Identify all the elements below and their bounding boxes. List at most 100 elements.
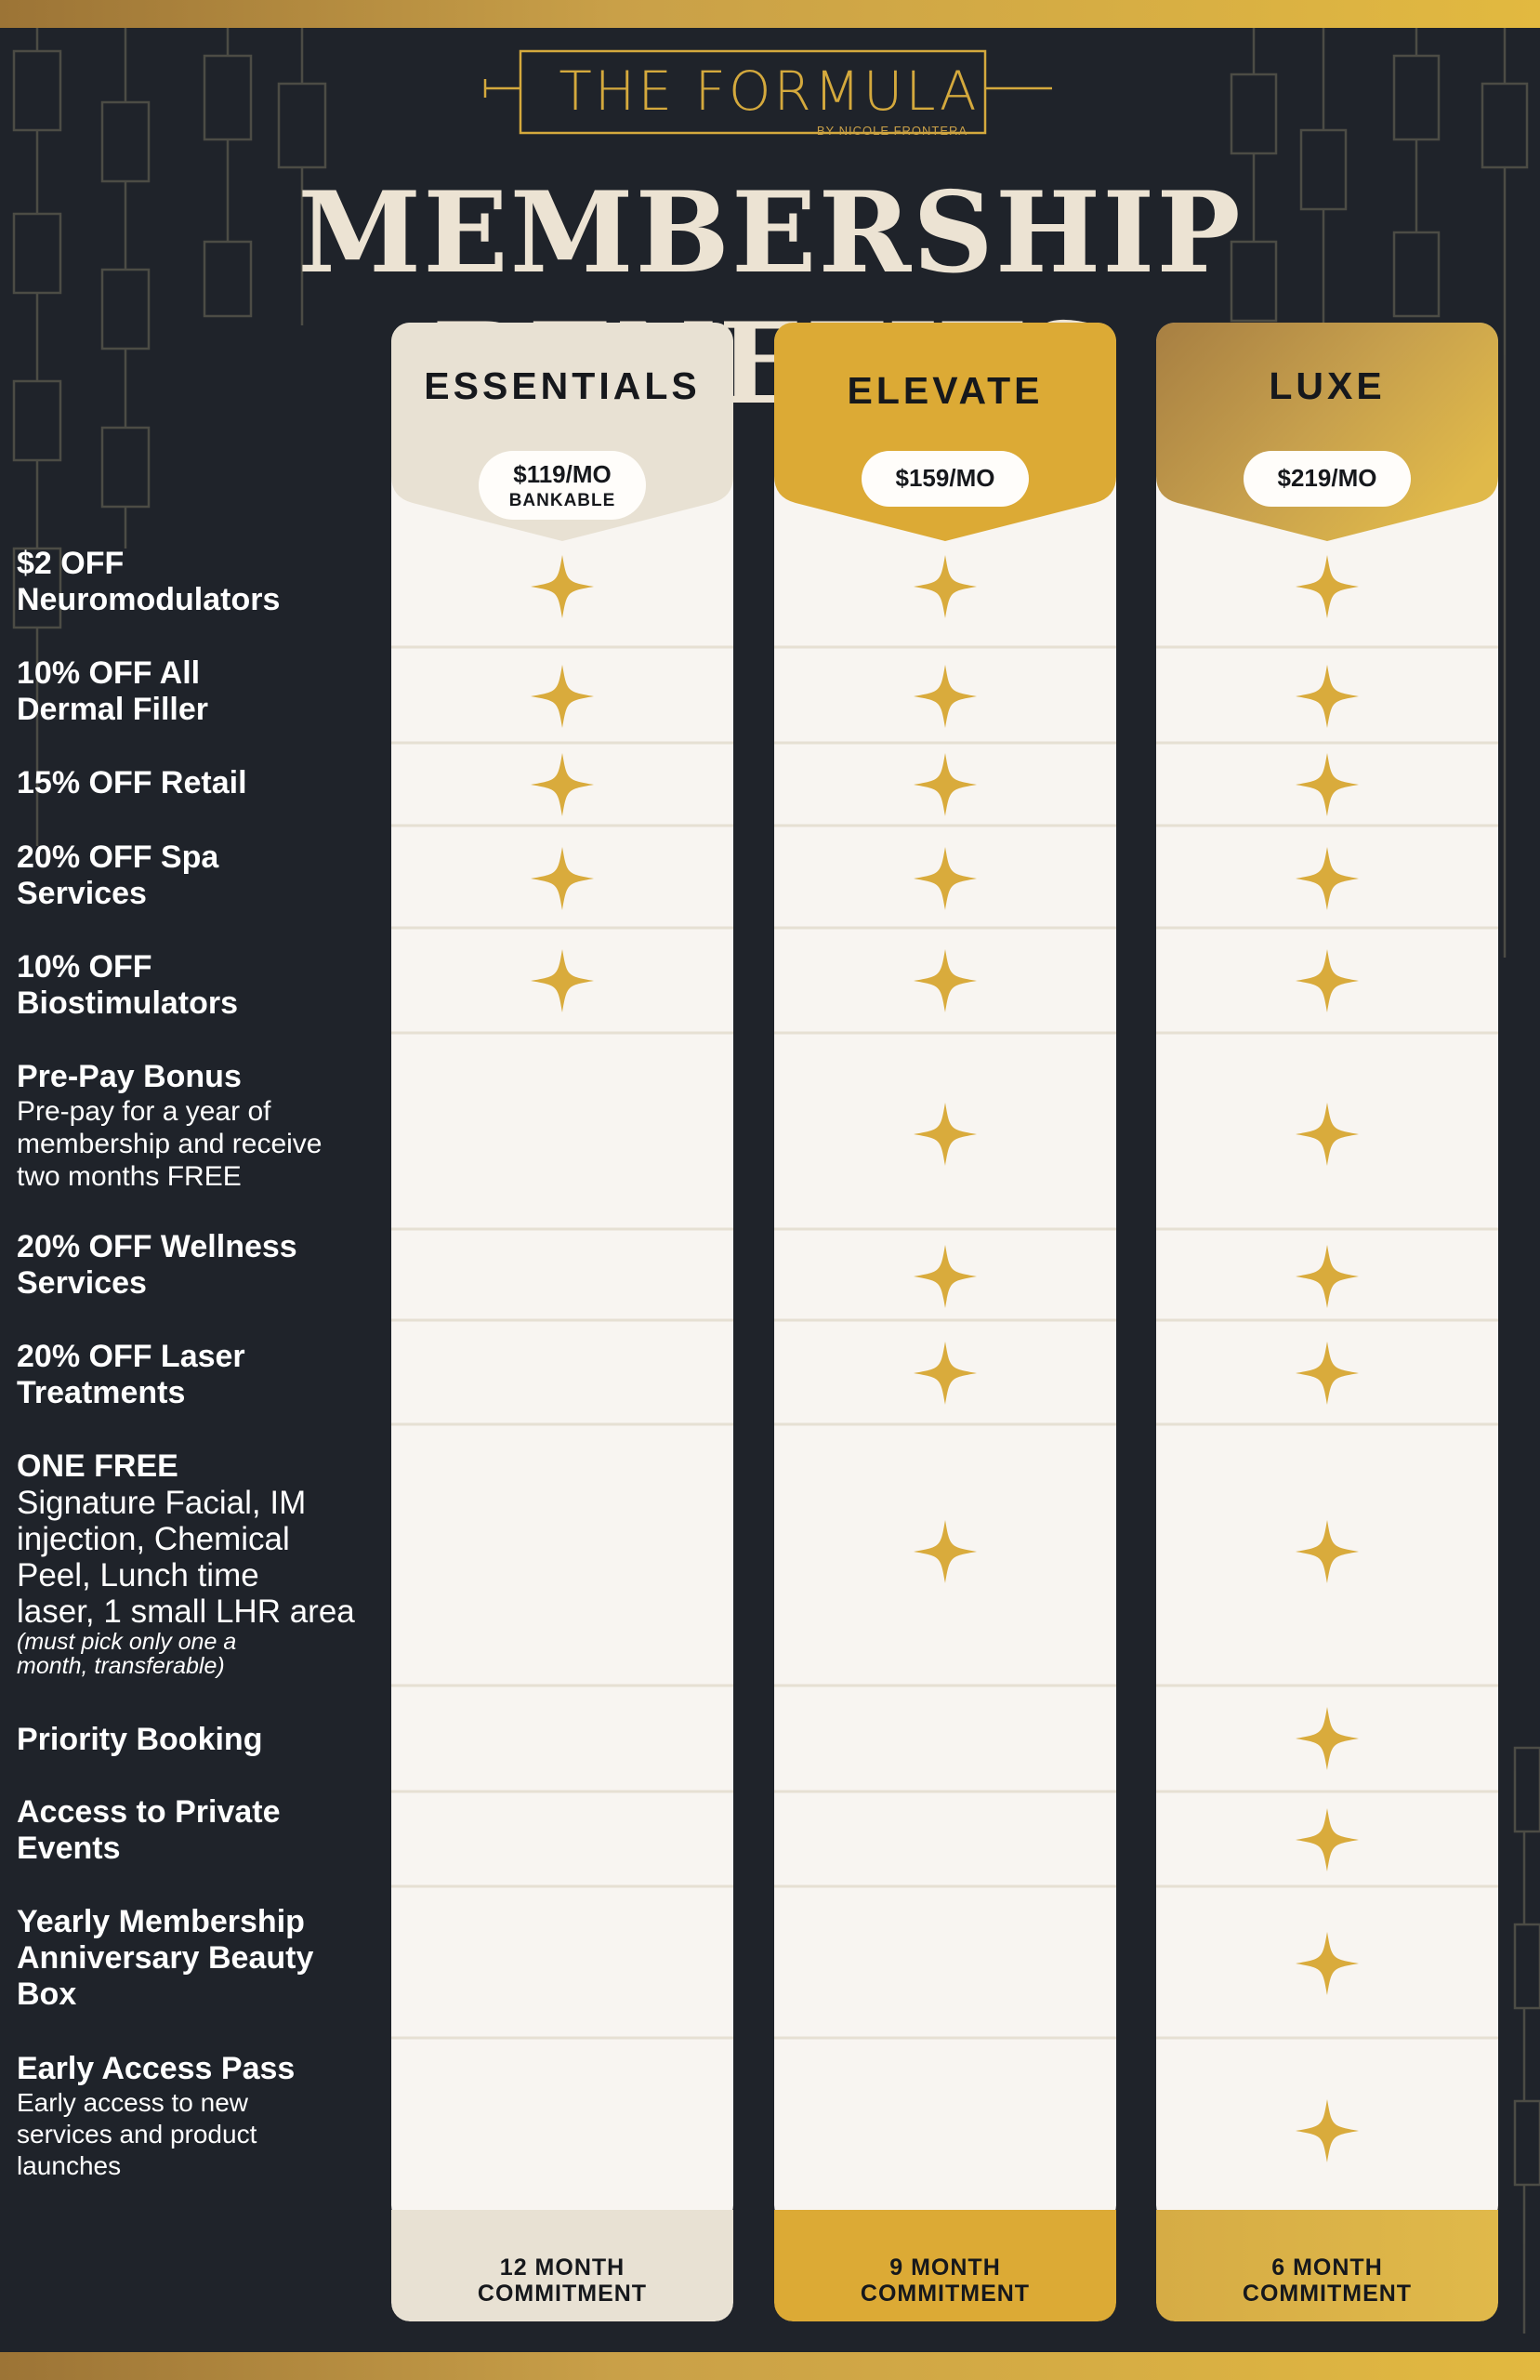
four-point-star-icon (914, 1245, 977, 1308)
benefit-title: Yearly Membership (17, 1904, 305, 1939)
four-point-star-icon (531, 949, 594, 1012)
commitment-word: COMMITMENT (477, 2281, 648, 2307)
four-point-star-icon (531, 847, 594, 910)
top-gold-border (0, 0, 1540, 28)
benefit-description: launches (17, 2151, 122, 2180)
commitment-term: 9 MONTH (889, 2254, 1001, 2281)
tier-header-bg (774, 323, 1116, 541)
four-point-star-icon (1296, 1707, 1359, 1770)
benefit-description: Early access to new (17, 2088, 248, 2117)
commitment-term: 12 MONTH (499, 2254, 625, 2281)
benefit-title: Services (17, 876, 147, 911)
benefit-description: membership and receive (17, 1129, 322, 1159)
tier-header-bg (391, 323, 733, 541)
tier-column-luxe: LUXE $219/MO 6 MONTH COMMITMENT (1156, 323, 1498, 2321)
benefit-title: ONE FREE (17, 1448, 178, 1484)
four-point-star-icon (1296, 847, 1359, 910)
four-point-star-icon (1296, 665, 1359, 728)
tier-name: ESSENTIALS (424, 364, 701, 407)
benefit-title: Pre-Pay Bonus (17, 1059, 242, 1094)
four-point-star-icon (1296, 1103, 1359, 1166)
four-point-star-icon (1296, 1342, 1359, 1405)
brand-logo: THE FORMULA BY NICOLE FRONTERA (483, 46, 1055, 138)
benefit-one-free: ONE FREE Signature Facial, IM injection,… (17, 1448, 388, 1678)
benefit-title: Priority Booking (17, 1722, 263, 1757)
benefit-marks (531, 555, 594, 1012)
benefit-title: Access to Private (17, 1794, 281, 1830)
benefit-title: Neuromodulators (17, 582, 281, 617)
commitment-word: COMMITMENT (1242, 2281, 1413, 2307)
benefit-title: Events (17, 1831, 121, 1866)
benefit-prepay-bonus: Pre-Pay Bonus Pre-pay for a year of memb… (17, 1059, 388, 1193)
commitment-term: 6 MONTH (1271, 2254, 1383, 2281)
four-point-star-icon (531, 753, 594, 816)
commitment-footer (774, 2210, 1116, 2321)
four-point-star-icon (914, 665, 977, 728)
tier-column-essentials: ESSENTIALS $119/MO BANKABLE 12 MONTH COM… (391, 323, 733, 2321)
benefit-dermal-filler: 10% OFF All Dermal Filler (17, 655, 388, 728)
price-badge: $219/MO (1244, 451, 1411, 507)
benefit-title: Early Access Pass (17, 2051, 296, 2086)
logo-frame (483, 49, 1052, 135)
benefit-title: 20% OFF Laser (17, 1339, 245, 1374)
tier-price-note: BANKABLE (508, 491, 616, 510)
background-pattern (12, 28, 1540, 2334)
benefit-neuromodulators: $2 OFF Neuromodulators (17, 546, 388, 618)
logo-tagline: BY NICOLE FRONTERA (816, 124, 968, 138)
benefit-title: Dermal Filler (17, 692, 208, 727)
tier-name: LUXE (1269, 364, 1386, 407)
benefit-description: two months FREE (17, 1161, 242, 1192)
four-point-star-icon (531, 665, 594, 728)
four-point-star-icon (1296, 1245, 1359, 1308)
row-dividers (774, 645, 1116, 2040)
benefit-description: Signature Facial, IM (17, 1485, 307, 1521)
four-point-star-icon (1296, 1932, 1359, 1995)
benefit-title: 20% OFF Wellness (17, 1229, 297, 1264)
four-point-star-icon (1296, 753, 1359, 816)
benefit-title: Anniversary Beauty (17, 1940, 314, 1976)
four-point-star-icon (914, 847, 977, 910)
benefit-title: Treatments (17, 1375, 186, 1410)
four-point-star-icon (914, 1103, 977, 1166)
commitment-word: COMMITMENT (860, 2281, 1031, 2307)
logo-wordmark: THE FORMULA (559, 60, 980, 123)
four-point-star-icon (1296, 2099, 1359, 2162)
benefit-note: month, transferable) (17, 1653, 225, 1679)
tier-name: ELEVATE (847, 369, 1044, 412)
benefit-marks (914, 555, 977, 1583)
four-point-star-icon (1296, 555, 1359, 618)
four-point-star-icon (914, 1520, 977, 1583)
price-badge: $119/MO BANKABLE (479, 451, 646, 520)
benefit-description: Pre-pay for a year of (17, 1096, 271, 1127)
row-dividers (1156, 645, 1498, 2040)
benefit-priority-booking: Priority Booking (17, 1722, 388, 1758)
tier-price: $159/MO (895, 464, 995, 492)
benefit-description: Peel, Lunch time (17, 1557, 259, 1593)
tier-column-elevate: ELEVATE $159/MO 9 MONTH COMMITMENT (774, 323, 1116, 2321)
benefit-note: (must pick only one a (17, 1629, 237, 1655)
commitment-footer (391, 2210, 733, 2321)
benefit-biostimulators: 10% OFF Biostimulators (17, 949, 388, 1022)
benefit-description: services and product (17, 2120, 257, 2149)
benefit-description: injection, Chemical (17, 1521, 290, 1557)
benefit-laser-treatments: 20% OFF Laser Treatments (17, 1339, 388, 1411)
benefit-title: 20% OFF Spa (17, 840, 219, 875)
benefit-title: Box (17, 1977, 77, 2012)
row-dividers (391, 645, 733, 2040)
tier-price: $219/MO (1277, 464, 1377, 492)
four-point-star-icon (1296, 949, 1359, 1012)
benefit-description: laser, 1 small LHR area (17, 1593, 355, 1630)
benefit-early-access: Early Access Pass Early access to new se… (17, 2051, 388, 2182)
four-point-star-icon (914, 753, 977, 816)
commitment-footer (1156, 2210, 1498, 2321)
benefit-wellness-services: 20% OFF Wellness Services (17, 1229, 388, 1302)
price-badge: $159/MO (862, 451, 1029, 507)
commitment-label: 6 MONTH COMMITMENT (1156, 2254, 1498, 2307)
tier-price: $119/MO (513, 460, 612, 488)
benefit-private-events: Access to Private Events (17, 1794, 388, 1867)
benefit-title: Services (17, 1265, 147, 1301)
benefit-title: 10% OFF All (17, 655, 201, 691)
benefit-title: Biostimulators (17, 985, 239, 1021)
benefit-title: 15% OFF Retail (17, 765, 247, 800)
bottom-gold-border (0, 2352, 1540, 2380)
